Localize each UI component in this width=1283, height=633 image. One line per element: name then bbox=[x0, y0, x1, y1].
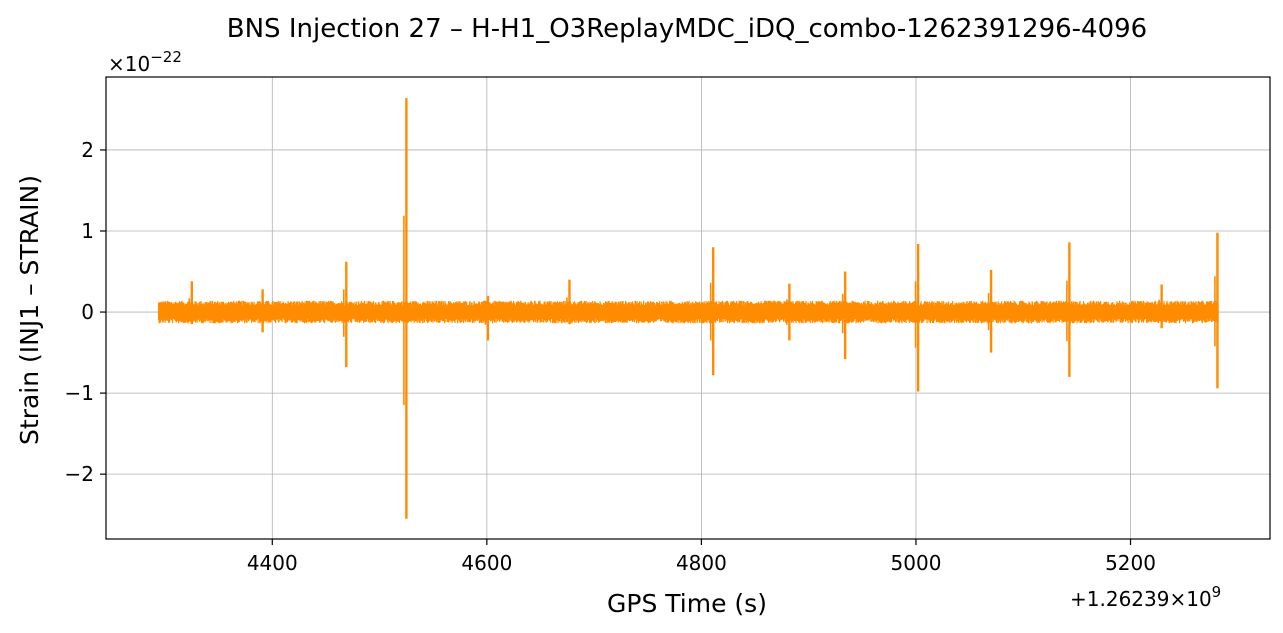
x-tick-label: 5000 bbox=[891, 551, 942, 575]
x-tick-label: 4600 bbox=[461, 551, 512, 575]
y-tick-label: 2 bbox=[81, 138, 94, 162]
y-tick-label: 1 bbox=[81, 219, 94, 243]
series-line bbox=[158, 98, 1219, 519]
x-tick-label: 4800 bbox=[676, 551, 727, 575]
x-offset-exponent: 9 bbox=[1212, 583, 1222, 601]
x-tick-label: 5200 bbox=[1105, 551, 1156, 575]
x-offset-label: +1.26239×109 bbox=[1070, 583, 1221, 611]
plot-frame bbox=[105, 76, 1271, 540]
x-axis-label: GPS Time (s) bbox=[607, 589, 767, 618]
y-scale-multiplier: ×10−22 bbox=[108, 48, 182, 76]
y-scale-exponent: −22 bbox=[150, 48, 182, 66]
y-axis-label: Strain (INJ1 – STRAIN) bbox=[15, 175, 44, 445]
y-tick-label: −2 bbox=[65, 462, 94, 486]
y-axis: −2 −1 0 1 2 bbox=[65, 138, 106, 486]
x-offset-base: +1.26239×10 bbox=[1070, 587, 1212, 611]
chart-title: BNS Injection 27 – H-H1_O3ReplayMDC_iDQ_… bbox=[227, 14, 1147, 44]
x-tick-label: 4400 bbox=[247, 551, 298, 575]
y-tick-label: 0 bbox=[81, 300, 94, 324]
y-scale-base: ×10 bbox=[108, 52, 150, 76]
strain-band bbox=[158, 300, 1219, 324]
x-axis: 4400 4600 4800 5000 5200 bbox=[247, 539, 1156, 575]
y-tick-label: −1 bbox=[65, 381, 94, 405]
